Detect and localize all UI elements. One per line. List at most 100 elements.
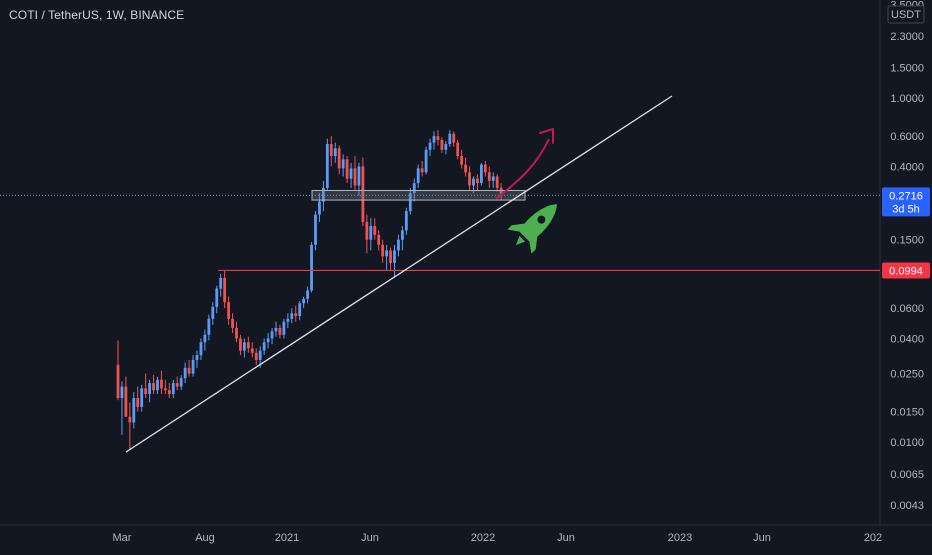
candle-body (436, 136, 440, 140)
candle-body (132, 398, 136, 423)
rocket-icon[interactable] (504, 192, 569, 257)
candle-body (401, 230, 404, 240)
price-tick-label: 1.5000 (890, 63, 924, 75)
candle-body (156, 379, 159, 391)
rocket-body (519, 204, 557, 242)
candle-body (227, 302, 230, 319)
rocket-flame (515, 235, 526, 246)
support-zone[interactable] (311, 189, 526, 201)
candle-body (148, 383, 151, 395)
candle-body (167, 390, 171, 395)
candle-body (397, 239, 400, 251)
candle-countdown: 3d 5h (892, 203, 920, 215)
trendline[interactable] (125, 95, 673, 453)
candle-body (381, 244, 385, 257)
candle-body (290, 313, 294, 319)
candle-body (215, 288, 219, 307)
candle-body (310, 244, 313, 291)
candle-body (262, 342, 266, 351)
candle-body (219, 277, 223, 289)
candle-body (203, 334, 207, 343)
candle-body (128, 416, 132, 423)
candle-body (207, 318, 211, 335)
time-tick-label: Jun (361, 532, 379, 544)
candle-body (353, 168, 357, 186)
rocket-window (537, 215, 546, 224)
candle-body (270, 331, 274, 339)
candle-body (487, 172, 491, 181)
candle-body (266, 338, 270, 343)
time-tick-label: 2022 (471, 532, 495, 544)
candle-body (302, 298, 306, 304)
price-tick-label: 0.1500 (890, 235, 924, 247)
candle-body (306, 290, 309, 299)
candle-body (246, 342, 250, 349)
price-tick-label: 0.0400 (890, 333, 924, 345)
candle-body (361, 166, 365, 223)
candle-body (377, 234, 381, 245)
current-price-badge (882, 187, 930, 217)
candle-body (124, 386, 128, 417)
candle-body (357, 166, 361, 186)
level-price-value: 0.0994 (889, 265, 923, 277)
candlestick-series (116, 130, 503, 450)
candle-body (294, 313, 298, 317)
price-tick-label: 0.4000 (890, 161, 924, 173)
candle-body (491, 176, 495, 181)
candle-body (337, 148, 341, 169)
drawings (0, 95, 880, 453)
candle-body (152, 383, 155, 391)
rocket-fin-left (507, 223, 528, 232)
candle-body (175, 383, 179, 387)
candle-body (140, 388, 144, 407)
price-tick-label: 0.0100 (890, 437, 924, 449)
candle-body (318, 201, 321, 215)
candle-body (416, 168, 420, 184)
time-tick-label: Jun (753, 532, 771, 544)
candle-body (483, 164, 487, 173)
candle-body (472, 178, 475, 186)
candle-body (424, 149, 428, 173)
candle-body (495, 176, 499, 188)
candle-body (171, 383, 175, 395)
price-tick-label: 1.0000 (890, 93, 924, 105)
price-axis[interactable]: 3.50002.30001.50001.00000.60000.40000.15… (879, 0, 925, 525)
arrow-head (539, 128, 554, 144)
candle-body (179, 378, 183, 387)
candle-body (250, 348, 254, 353)
price-tick-label: 0.0250 (890, 369, 924, 381)
level-price-badge (882, 262, 930, 279)
candle-body (195, 355, 199, 360)
candle-body (199, 342, 203, 356)
time-axis[interactable]: Mar Aug 2021 Jun 2022 Jun 2023 Jun 202 (0, 524, 932, 544)
candle-body (385, 250, 388, 257)
candle-body (349, 168, 353, 179)
candle-body (404, 211, 408, 231)
candle-body (444, 144, 448, 150)
candle-body (211, 306, 215, 319)
candle-body (369, 226, 373, 240)
candle-body (120, 386, 124, 399)
curved-arrow[interactable] (495, 138, 550, 200)
rocket-fin-right (529, 233, 538, 254)
candle-body (164, 388, 167, 391)
candle-body (464, 164, 467, 173)
candle-body (235, 328, 238, 339)
candle-body (345, 159, 349, 179)
candle-body (476, 178, 479, 184)
price-tick-label: 0.0150 (890, 407, 924, 419)
currency-badge[interactable] (887, 5, 925, 24)
candle-body (116, 364, 120, 399)
candle-body (322, 187, 325, 202)
candle-body (468, 172, 471, 186)
candle-body (254, 352, 258, 360)
current-price-value: 0.2716 (889, 190, 923, 202)
candle-body (333, 148, 337, 157)
candle-body (341, 159, 345, 169)
time-tick-label: 202 (864, 532, 882, 544)
candle-body (187, 367, 191, 374)
candle-body (314, 214, 317, 245)
candle-body (329, 144, 333, 157)
